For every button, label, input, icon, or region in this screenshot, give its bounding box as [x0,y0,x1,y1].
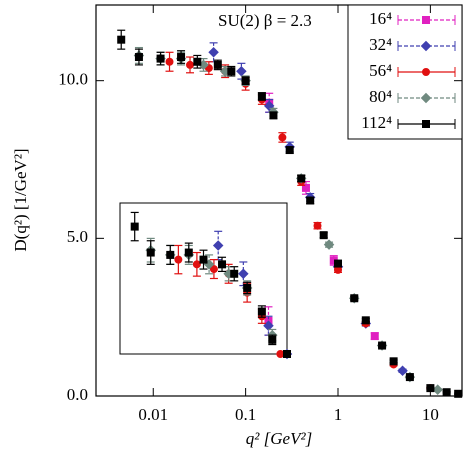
marker [227,67,236,76]
legend-label: 80⁴ [369,87,392,106]
marker [319,231,328,240]
marker [241,76,250,85]
marker [117,35,126,44]
marker [257,92,266,101]
marker [230,269,239,278]
marker [426,384,435,393]
marker [278,133,287,142]
legend-marker [420,40,432,52]
x-tick-label: 0.01 [138,405,168,424]
marker [166,250,175,259]
y-tick-label: 0.0 [67,385,88,404]
marker [269,111,278,120]
marker [199,255,208,264]
marker [389,357,398,366]
marker [165,57,174,66]
marker [218,260,227,269]
marker [184,248,193,257]
marker [454,389,463,398]
inset-frame [119,202,288,355]
legend-label: 112⁴ [361,113,392,132]
marker [193,57,202,66]
marker [313,221,322,230]
marker [361,316,370,325]
plot-frame [95,4,463,397]
legend-marker [422,68,430,76]
marker [323,239,335,250]
y-tick-label: 10.0 [58,70,88,89]
marker [209,265,218,274]
marker [283,350,291,358]
legend-marker [420,92,432,104]
legend-label: 56⁴ [369,61,392,80]
marker [238,268,249,280]
marker [378,341,387,350]
x-axis-label: q² [GeV²] [246,429,312,448]
marker [208,47,219,58]
x-tick-label: 10 [422,405,439,424]
marker [186,60,195,69]
marker [268,335,277,344]
marker [285,146,294,155]
marker [405,373,414,382]
marker [257,307,266,316]
marker [174,255,183,264]
x-tick-label: 1 [334,405,343,424]
marker [213,60,222,69]
marker [156,54,165,63]
marker [397,365,408,377]
marker [134,53,143,62]
marker [177,53,186,62]
marker [236,65,247,77]
marker [212,240,224,251]
marker [370,332,379,341]
y-axis-label: D(q²) [1/GeV²] [11,148,30,251]
marker [263,320,274,331]
marker [350,294,359,303]
marker [146,248,155,257]
legend-label: 16⁴ [369,9,392,28]
marker [130,222,139,231]
marker [432,384,443,395]
marker [442,388,451,397]
marker [297,174,306,183]
marker [276,350,285,358]
marker [192,260,201,269]
marker [301,183,310,192]
annotation: SU(2) β = 2.3 [218,11,312,30]
marker [243,283,252,292]
legend-marker [422,120,430,128]
marker [333,259,342,268]
marker [306,196,315,205]
y-tick-label: 5.0 [67,227,88,246]
legend-marker [422,16,430,24]
x-tick-label: 0.1 [235,405,256,424]
legend-label: 32⁴ [369,35,392,54]
